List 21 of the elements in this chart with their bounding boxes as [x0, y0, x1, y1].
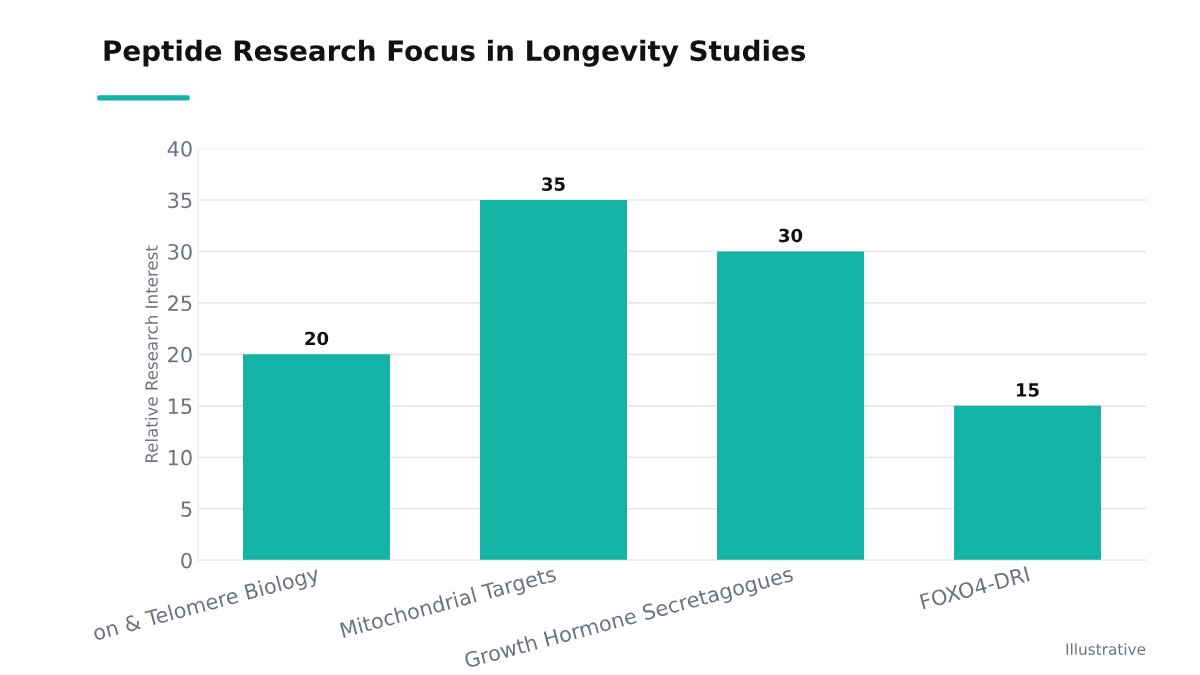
y-tick-label: 25	[168, 295, 192, 312]
bar	[480, 199, 627, 561]
y-tick-label: 10	[168, 449, 192, 466]
data-label: 20	[305, 331, 329, 346]
bar	[243, 354, 390, 561]
chart-title: Peptide Research Focus in Longevity Studies	[104, 39, 806, 67]
data-label: 30	[779, 228, 803, 243]
y-tick-label: 20	[168, 346, 192, 363]
y-tick-label: 30	[168, 243, 192, 260]
data-label: 35	[542, 177, 565, 191]
y-tick-label: 40	[167, 140, 192, 157]
y-tick-label: 15	[168, 398, 192, 415]
y-tick-label: 5	[181, 501, 192, 517]
y-tick-label: 0	[181, 552, 192, 569]
bar	[717, 251, 864, 561]
y-tick-label: 35	[168, 192, 192, 209]
y-axis-title: Relative Research Interest	[144, 245, 158, 462]
text: Illustrative	[1066, 643, 1146, 655]
x-tick-label: on & Telomere Biology	[93, 569, 322, 641]
data-label: 15	[1016, 383, 1039, 397]
bar	[954, 405, 1101, 561]
